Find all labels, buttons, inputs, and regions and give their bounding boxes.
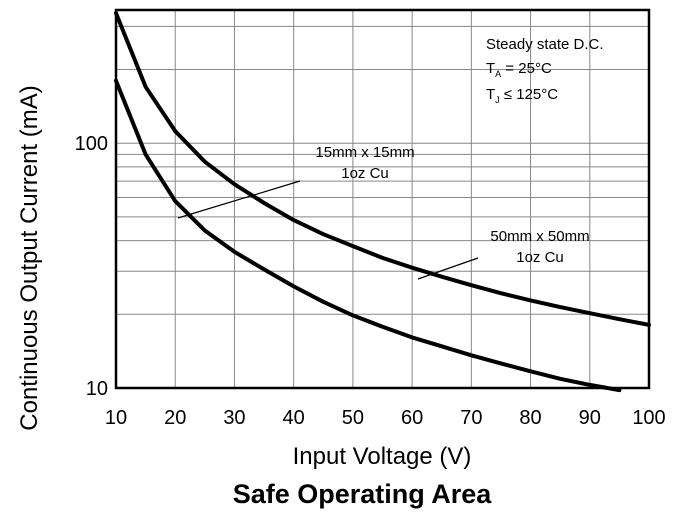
conditions-note: Steady state D.C. TA = 25°C TJ ≤ 125°C — [486, 36, 604, 105]
series-1-label-line2: 1oz Cu — [341, 165, 389, 182]
x-tick-label: 10 — [105, 407, 127, 429]
annotation-series-2: 50mm x 50mm 1oz Cu — [417, 228, 590, 280]
series-curves — [114, 11, 651, 393]
leader-line-series-1 — [177, 180, 301, 219]
series-line-1 — [114, 78, 622, 393]
x-axis-title: Input Voltage (V) — [293, 443, 472, 470]
tj-symbol: T — [486, 86, 495, 103]
y-tick-label: 100 — [75, 133, 108, 155]
leader-line-series-2 — [417, 257, 479, 280]
ta-value: = 25°C — [501, 60, 552, 77]
x-tick-label: 100 — [632, 407, 665, 429]
x-tick-label: 50 — [342, 407, 364, 429]
condition-junction-temp: TJ ≤ 125°C — [486, 86, 558, 105]
x-tick-labels: 10 20 30 40 50 60 70 80 90 100 — [105, 407, 666, 429]
chart-title: Safe Operating Area — [233, 479, 493, 509]
x-tick-label: 70 — [460, 407, 482, 429]
y-axis-title: Continuous Output Current (mA) — [16, 85, 43, 430]
ta-subscript: A — [495, 69, 501, 79]
series-2-label-line2: 1oz Cu — [516, 249, 564, 266]
x-tick-label: 80 — [519, 407, 541, 429]
y-tick-labels: 10 100 — [75, 133, 108, 400]
x-tick-label: 20 — [164, 407, 186, 429]
x-tick-label: 90 — [579, 407, 601, 429]
series-2-label-line1: 50mm x 50mm — [490, 228, 589, 245]
condition-ambient-temp: TA = 25°C — [486, 60, 552, 79]
x-tick-label: 30 — [223, 407, 245, 429]
ta-symbol: T — [486, 60, 495, 77]
series-1-label-line1: 15mm x 15mm — [315, 144, 414, 161]
series-line-2 — [114, 11, 651, 327]
plot-frame — [114, 8, 651, 390]
x-tick-label: 60 — [401, 407, 423, 429]
annotation-series-1: 15mm x 15mm 1oz Cu — [177, 144, 415, 219]
condition-steady-state: Steady state D.C. — [486, 36, 604, 53]
x-tick-label: 40 — [283, 407, 305, 429]
grid-lines — [116, 10, 649, 388]
tj-subscript: J — [495, 95, 500, 105]
y-tick-label: 10 — [86, 378, 108, 400]
tj-value: ≤ 125°C — [500, 86, 559, 103]
